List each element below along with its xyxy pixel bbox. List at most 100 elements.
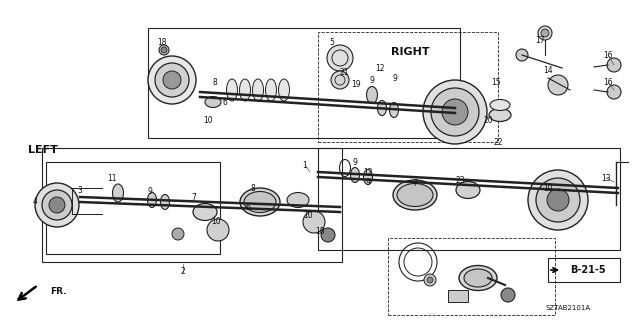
Bar: [46, 162, 220, 254]
Circle shape: [35, 183, 79, 227]
Bar: [548, 258, 620, 282]
Circle shape: [607, 58, 621, 72]
Ellipse shape: [239, 79, 250, 101]
Circle shape: [42, 190, 72, 220]
Circle shape: [547, 189, 569, 211]
Bar: [318, 32, 498, 142]
Text: 18: 18: [316, 228, 324, 236]
Text: 13: 13: [601, 173, 611, 182]
Circle shape: [538, 26, 552, 40]
Text: 8: 8: [251, 183, 255, 193]
Ellipse shape: [278, 79, 289, 101]
Circle shape: [528, 170, 588, 230]
Circle shape: [427, 277, 433, 283]
Text: 17: 17: [535, 36, 545, 44]
Circle shape: [172, 228, 184, 240]
Text: 9: 9: [148, 188, 152, 196]
Text: 10: 10: [543, 183, 553, 193]
Ellipse shape: [464, 269, 492, 287]
Bar: [388, 238, 555, 315]
Ellipse shape: [227, 79, 237, 101]
Text: RIGHT: RIGHT: [390, 47, 429, 57]
Text: 3: 3: [77, 186, 83, 195]
Ellipse shape: [205, 97, 221, 108]
Ellipse shape: [378, 100, 387, 116]
Circle shape: [161, 47, 167, 53]
Circle shape: [516, 49, 528, 61]
Circle shape: [155, 63, 189, 97]
Circle shape: [424, 274, 436, 286]
Text: 23: 23: [455, 175, 465, 185]
Text: B-21-5: B-21-5: [570, 265, 606, 275]
Text: 18: 18: [157, 37, 167, 46]
Circle shape: [321, 228, 335, 242]
Circle shape: [442, 99, 468, 125]
Text: 16: 16: [603, 77, 613, 86]
Text: 9: 9: [392, 74, 397, 83]
Text: 6: 6: [223, 98, 227, 107]
Text: 11: 11: [108, 173, 116, 182]
Text: 20: 20: [483, 116, 493, 124]
Ellipse shape: [147, 193, 157, 207]
Ellipse shape: [456, 181, 480, 198]
Text: 1: 1: [303, 161, 307, 170]
Circle shape: [423, 80, 487, 144]
Text: 16: 16: [603, 51, 613, 60]
Ellipse shape: [397, 183, 433, 206]
Text: 8: 8: [212, 77, 218, 86]
Text: 15: 15: [491, 77, 501, 86]
Ellipse shape: [244, 191, 276, 212]
Ellipse shape: [240, 188, 280, 216]
Circle shape: [607, 85, 621, 99]
Bar: [148, 28, 460, 138]
Ellipse shape: [351, 167, 360, 182]
Text: 22: 22: [493, 138, 503, 147]
Circle shape: [548, 75, 568, 95]
Circle shape: [327, 45, 353, 71]
Text: 10: 10: [303, 211, 313, 220]
Text: 5: 5: [330, 37, 335, 46]
Text: 9: 9: [353, 157, 357, 166]
Ellipse shape: [161, 195, 170, 210]
Circle shape: [303, 211, 325, 233]
Ellipse shape: [489, 108, 511, 122]
Ellipse shape: [364, 170, 372, 185]
Text: SZTAB2101A: SZTAB2101A: [545, 305, 591, 311]
Bar: [318, 148, 620, 250]
Circle shape: [163, 71, 181, 89]
Bar: [42, 148, 342, 262]
Ellipse shape: [490, 100, 510, 110]
Ellipse shape: [459, 266, 497, 291]
Text: 10: 10: [211, 218, 221, 227]
Ellipse shape: [193, 204, 217, 220]
Text: 7: 7: [191, 194, 196, 203]
Circle shape: [207, 219, 229, 241]
Text: LEFT: LEFT: [28, 145, 58, 155]
Circle shape: [431, 88, 479, 136]
Text: 19: 19: [351, 79, 361, 89]
Circle shape: [536, 178, 580, 222]
Text: 2: 2: [180, 268, 186, 276]
Text: 9: 9: [365, 178, 371, 187]
Text: 21: 21: [339, 68, 349, 76]
Ellipse shape: [266, 79, 276, 101]
Circle shape: [159, 45, 169, 55]
Text: 12: 12: [364, 167, 372, 177]
Text: 4: 4: [33, 197, 37, 206]
Circle shape: [49, 197, 65, 213]
Text: 12: 12: [375, 63, 385, 73]
Ellipse shape: [287, 193, 309, 207]
Ellipse shape: [393, 180, 437, 210]
Circle shape: [331, 71, 349, 89]
Circle shape: [501, 288, 515, 302]
Ellipse shape: [390, 102, 399, 117]
Ellipse shape: [253, 79, 264, 101]
Circle shape: [148, 56, 196, 104]
Text: 9: 9: [369, 76, 374, 84]
Text: 10: 10: [203, 116, 213, 124]
Ellipse shape: [367, 86, 378, 103]
Text: 6: 6: [246, 203, 250, 212]
Ellipse shape: [113, 184, 124, 202]
Bar: [448, 290, 468, 302]
Circle shape: [541, 29, 549, 37]
